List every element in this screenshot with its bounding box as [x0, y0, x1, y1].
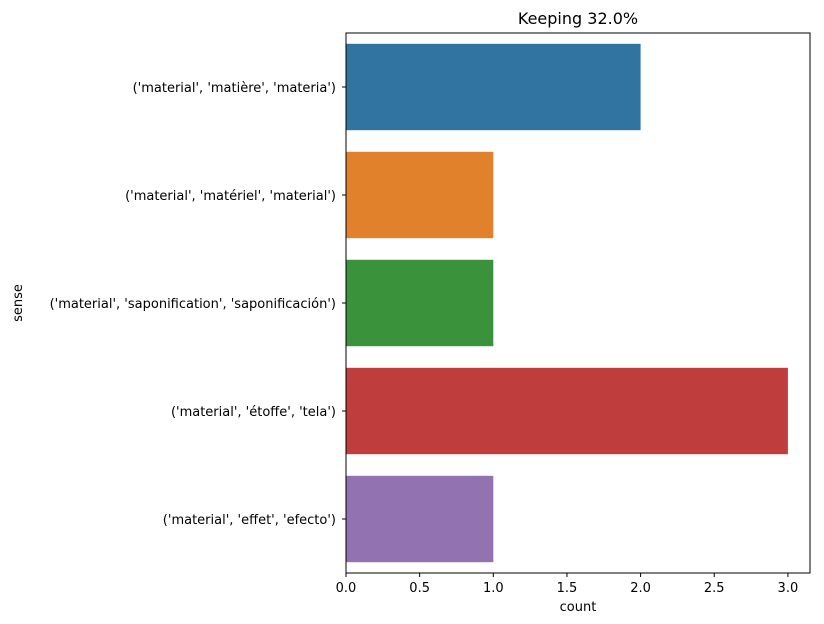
bar-2 — [346, 151, 494, 239]
x-tick-label: 0.0 — [336, 581, 357, 596]
y-axis-label: sense — [11, 284, 26, 322]
plot-frame — [345, 32, 811, 574]
x-tick-label: 1.0 — [483, 581, 504, 596]
bar-5 — [346, 475, 494, 563]
y-tick-label: ('material', 'étoffe', 'tela') — [171, 405, 336, 420]
x-tick-label: 2.5 — [704, 581, 725, 596]
x-tick-label: 1.5 — [557, 581, 578, 596]
y-tick-label: ('material', 'saponification', 'saponifi… — [50, 297, 336, 312]
bars-group — [346, 43, 788, 563]
y-tick-label: ('material', 'matière', 'materia') — [133, 81, 336, 96]
x-tick-label: 0.5 — [409, 581, 430, 596]
bar-4 — [346, 367, 788, 455]
x-axis-label: count — [560, 600, 597, 615]
y-axis-ticks: ('material', 'matière', 'materia') ('mate… — [50, 81, 346, 528]
y-tick-label: ('material', 'effet', 'efecto') — [163, 513, 336, 528]
bar-3 — [346, 259, 494, 347]
x-tick-label: 3.0 — [778, 581, 799, 596]
chart-title: Keeping 32.0% — [518, 9, 638, 28]
x-tick-label: 2.0 — [630, 581, 651, 596]
bar-1 — [346, 43, 641, 131]
y-tick-label: ('material', 'matériel', 'material') — [125, 189, 336, 204]
x-axis-ticks: 0.0 0.5 1.0 1.5 2.0 2.5 3.0 — [336, 573, 799, 596]
